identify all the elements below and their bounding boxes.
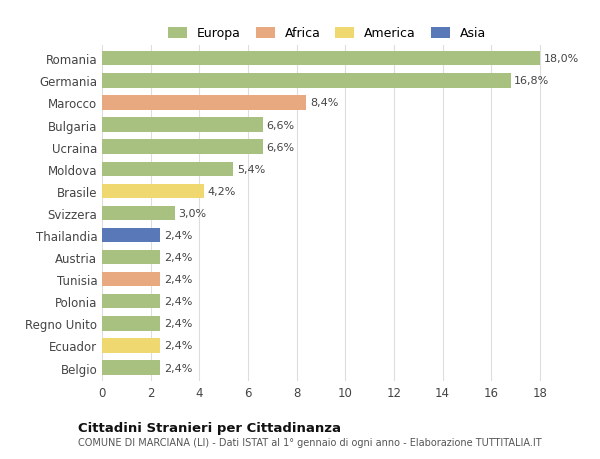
Bar: [102, 272, 160, 287]
Bar: [102, 162, 233, 177]
Bar: [102, 52, 540, 66]
Bar: [102, 140, 263, 155]
Text: COMUNE DI MARCIANA (LI) - Dati ISTAT al 1° gennaio di ogni anno - Elaborazione T: COMUNE DI MARCIANA (LI) - Dati ISTAT al …: [78, 437, 542, 448]
Bar: [102, 294, 160, 309]
Text: 2,4%: 2,4%: [164, 297, 193, 307]
Legend: Europa, Africa, America, Asia: Europa, Africa, America, Asia: [164, 24, 490, 44]
Text: 2,4%: 2,4%: [164, 230, 193, 241]
Bar: [102, 96, 307, 110]
Bar: [102, 361, 160, 375]
Text: 2,4%: 2,4%: [164, 274, 193, 285]
Text: 2,4%: 2,4%: [164, 252, 193, 263]
Text: 16,8%: 16,8%: [514, 76, 550, 86]
Bar: [102, 250, 160, 265]
Bar: [102, 206, 175, 221]
Bar: [102, 317, 160, 331]
Text: 4,2%: 4,2%: [208, 186, 236, 196]
Text: 18,0%: 18,0%: [544, 54, 579, 64]
Text: 5,4%: 5,4%: [237, 164, 265, 174]
Text: 2,4%: 2,4%: [164, 363, 193, 373]
Text: 2,4%: 2,4%: [164, 341, 193, 351]
Bar: [102, 184, 204, 199]
Text: 3,0%: 3,0%: [179, 208, 207, 218]
Text: 6,6%: 6,6%: [266, 142, 295, 152]
Bar: [102, 118, 263, 133]
Text: 6,6%: 6,6%: [266, 120, 295, 130]
Bar: [102, 228, 160, 243]
Bar: [102, 339, 160, 353]
Text: 2,4%: 2,4%: [164, 319, 193, 329]
Text: Cittadini Stranieri per Cittadinanza: Cittadini Stranieri per Cittadinanza: [78, 421, 341, 434]
Bar: [102, 74, 511, 88]
Text: 8,4%: 8,4%: [310, 98, 338, 108]
